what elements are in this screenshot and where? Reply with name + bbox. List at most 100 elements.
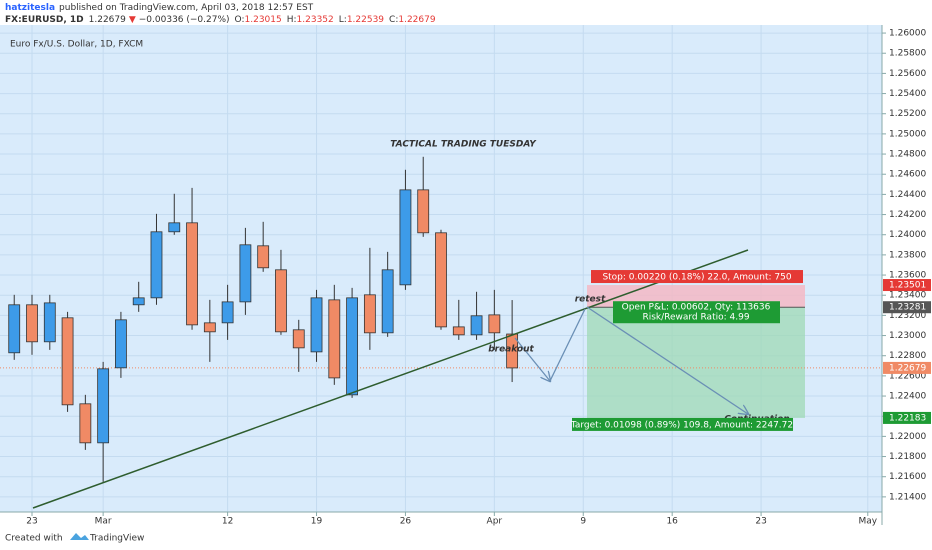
published: published on TradingView.com, April 03, … xyxy=(59,3,314,13)
target-label-bg xyxy=(572,417,793,431)
header-line-1: hatzitesla published on TradingView.com, … xyxy=(5,3,314,13)
price-badge xyxy=(883,279,931,292)
candle-body xyxy=(292,329,305,349)
y-tick-label: 1.23200 xyxy=(889,311,926,321)
y-tick-label: 1.24000 xyxy=(889,230,926,240)
y-tick-label: 1.24800 xyxy=(889,150,926,160)
y-tick-label: 1.25000 xyxy=(889,129,926,139)
annotation: breakout xyxy=(488,345,534,355)
chart-subtitle: Euro Fx/U.S. Dollar, 1D, FXCM xyxy=(10,40,143,50)
y-tick-label: 1.23800 xyxy=(889,250,926,260)
y-tick-label: 1.21600 xyxy=(889,472,926,482)
x-tick-label: 19 xyxy=(311,517,323,527)
x-tick-label: 26 xyxy=(400,517,412,527)
ohlc-prefix: C: xyxy=(389,15,398,25)
candle-body xyxy=(257,245,270,269)
candle-body xyxy=(452,326,465,336)
chart-title: TACTICAL TRADING TUESDAY xyxy=(390,140,537,150)
author[interactable]: hatzitesla xyxy=(5,3,55,13)
candle-body xyxy=(221,301,234,324)
ohlc-value: 1.22679 xyxy=(398,15,435,25)
candle-body xyxy=(506,333,519,369)
trendline xyxy=(32,249,749,509)
target-zone xyxy=(587,307,805,418)
y-tick-label: 1.21800 xyxy=(889,452,926,462)
x-tick-label: 23 xyxy=(26,517,37,527)
price-badge xyxy=(883,411,931,424)
candle-body xyxy=(399,189,412,286)
y-tick-label: 1.25800 xyxy=(889,49,926,59)
y-tick-label: 1.24200 xyxy=(889,210,926,220)
ohlc-prefix: O: xyxy=(235,15,245,25)
candle-body xyxy=(97,368,110,444)
candle-body xyxy=(310,297,323,353)
candle-body xyxy=(470,315,483,336)
candle-body xyxy=(150,231,163,299)
price-badge xyxy=(883,361,931,374)
target-label: Target: 0.01098 (0.89%) 109.8, Amount: 2… xyxy=(570,420,793,430)
candle-body xyxy=(26,304,38,343)
x-tick-label: May xyxy=(858,517,877,527)
stop-label: Stop: 0.00220 (0.18%) 22.0, Amount: 750 xyxy=(602,273,791,283)
ohlc-value: 1.23352 xyxy=(297,15,334,25)
candle-body xyxy=(115,319,127,369)
candle-body xyxy=(381,269,394,334)
candle-body xyxy=(8,304,21,354)
change-arrow: ▼ xyxy=(129,15,136,25)
pnl-label-bg xyxy=(613,301,780,324)
y-tick-label: 1.25600 xyxy=(889,69,926,79)
ohlc-value: 1.22539 xyxy=(347,15,384,25)
y-tick-label: 1.23000 xyxy=(889,331,926,341)
candle-body xyxy=(328,299,341,379)
x-tick-label: 12 xyxy=(222,517,233,527)
candle-body xyxy=(61,317,74,406)
price-badge-label: 1.23501 xyxy=(889,281,926,291)
candle-body xyxy=(435,232,447,328)
symbol: FX:EURUSD, 1D xyxy=(5,15,84,25)
x-tick-label: Apr xyxy=(487,517,503,527)
candle-body xyxy=(275,269,287,333)
candle-body xyxy=(363,294,376,334)
x-tick-label: 9 xyxy=(580,517,586,527)
candle-body xyxy=(488,314,501,334)
footer-created: Created with xyxy=(5,534,63,544)
candle-body xyxy=(43,302,56,343)
footer-brand[interactable]: TradingView xyxy=(89,534,144,544)
x-tick-label: 16 xyxy=(666,517,678,527)
price-badge-label: 1.23281 xyxy=(889,303,926,313)
annotation: retest xyxy=(575,295,606,305)
y-tick-label: 1.22600 xyxy=(889,371,926,381)
ratio-label: Risk/Reward Ratio: 4.99 xyxy=(642,313,749,323)
last-price: 1.22679 xyxy=(89,15,126,25)
y-tick-label: 1.22400 xyxy=(889,392,926,402)
y-tick-label: 1.22000 xyxy=(889,432,926,442)
projection-arrow xyxy=(549,308,586,382)
y-tick-label: 1.24600 xyxy=(889,170,926,180)
candle-body xyxy=(417,189,430,234)
header-line-2: FX:EURUSD, 1D 1.22679 ▼ −0.00336 (−0.27%) O:… xyxy=(5,15,436,25)
change: −0.00336 (−0.27%) xyxy=(139,15,230,25)
price-badge-label: 1.22183 xyxy=(889,413,926,423)
price-badge-label: 1.22679 xyxy=(889,363,926,373)
y-tick-label: 1.24400 xyxy=(889,190,926,200)
stop-label-bg xyxy=(591,270,803,284)
candle-body xyxy=(186,222,198,326)
candle-body xyxy=(132,297,145,306)
ohlc-prefix: L: xyxy=(339,15,347,25)
brand-logo xyxy=(70,533,89,540)
price-badge xyxy=(883,301,931,314)
y-tick-label: 1.22800 xyxy=(889,351,926,361)
candle-body xyxy=(79,403,92,444)
y-tick-label: 1.25200 xyxy=(889,109,926,119)
x-tick-label: 23 xyxy=(755,517,766,527)
candle-body xyxy=(168,222,181,233)
pnl-label: Open P&L: 0.00602, Qty: 113636 xyxy=(622,303,771,313)
y-tick-label: 1.23600 xyxy=(889,271,926,281)
y-tick-label: 1.21400 xyxy=(889,492,926,502)
candle-body xyxy=(346,297,358,396)
projection-arrow xyxy=(586,306,748,414)
candle-body xyxy=(239,244,252,303)
y-tick-label: 1.26000 xyxy=(889,29,926,39)
y-tick-label: 1.23400 xyxy=(889,291,926,301)
